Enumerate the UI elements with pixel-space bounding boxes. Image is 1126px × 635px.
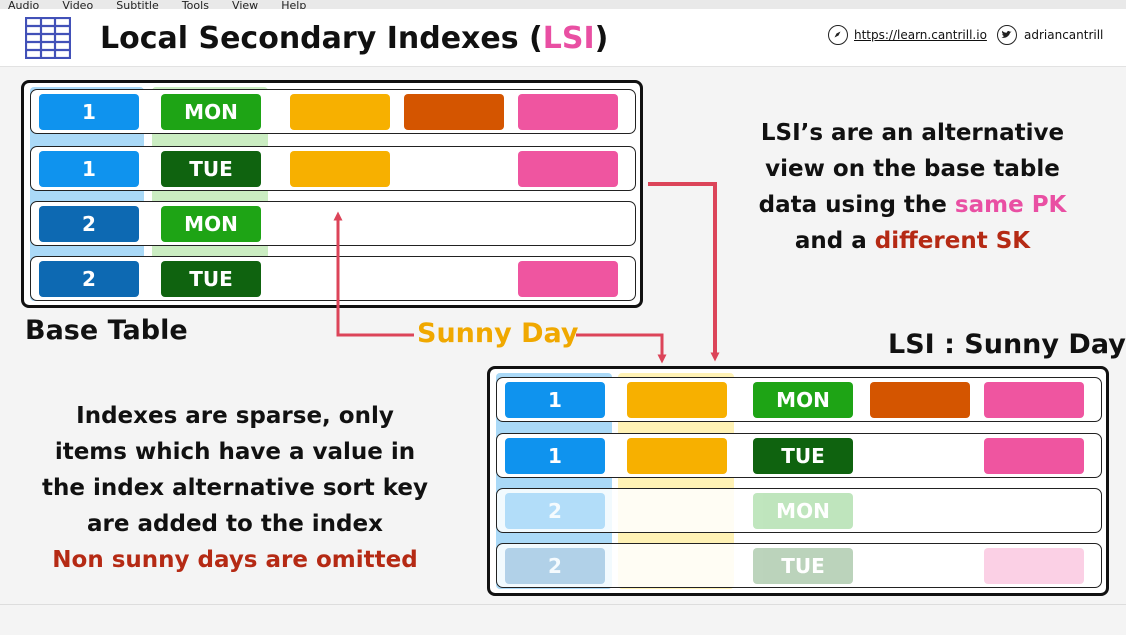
menu-help[interactable]: Help [281, 0, 307, 9]
lsi-table-label: LSI : Sunny Day [888, 329, 1126, 360]
sk-cell: MON [753, 382, 853, 418]
twitter-handle[interactable]: adriancantrill [1024, 28, 1104, 42]
lsi-sk-cell [627, 438, 727, 474]
page-title: Local Secondary Indexes (LSI) [100, 21, 609, 56]
sk-cell: TUE [753, 548, 853, 584]
connector-arrows [333, 182, 720, 364]
compass-icon [828, 25, 848, 45]
attr-cell-pink [518, 151, 618, 187]
slide-header: Local Secondary Indexes (LSI) https://le… [0, 9, 1126, 67]
menu-tools[interactable]: Tools [181, 0, 209, 9]
pk-cell: 2 [39, 206, 139, 242]
table-icon [25, 17, 71, 59]
menu-bar: Audio Video Subtitle Tools View Help [0, 0, 1126, 9]
table-row: 1 TUE [30, 146, 636, 191]
sk-cell: MON [753, 493, 853, 529]
table-row: 1 MON [30, 89, 636, 134]
pk-cell: 1 [505, 382, 605, 418]
pk-cell: 2 [39, 261, 139, 297]
attr-cell-rust [404, 94, 504, 130]
attr-cell-pink [984, 438, 1084, 474]
attr-cell-orange [290, 94, 390, 130]
table-row: 2 MON [30, 201, 636, 246]
menu-video[interactable]: Video [62, 0, 94, 9]
website-link[interactable]: https://learn.cantrill.io [854, 28, 987, 42]
arrow-to-lsi-attr [576, 333, 667, 364]
attr-cell-pink [518, 94, 618, 130]
sunny-day-label: Sunny Day [417, 318, 579, 349]
base-table-label: Base Table [25, 315, 188, 346]
pk-cell: 1 [39, 151, 139, 187]
attr-cell-pink [984, 548, 1084, 584]
table-row: 1 MON [496, 377, 1102, 422]
pk-cell: 1 [39, 94, 139, 130]
attr-cell-pink [984, 382, 1084, 418]
pk-cell: 2 [505, 493, 605, 529]
arrow-to-base-attr [333, 211, 414, 337]
menu-audio[interactable]: Audio [8, 0, 40, 9]
arrow-to-lsi [648, 182, 720, 362]
table-row: 1 TUE [496, 433, 1102, 478]
sparse-explanation: Indexes are sparse, only items which hav… [42, 403, 428, 573]
attr-cell-pink [518, 261, 618, 297]
sk-cell: TUE [753, 438, 853, 474]
pk-cell: 2 [505, 548, 605, 584]
sk-cell: TUE [161, 151, 261, 187]
lsi-sk-cell [627, 382, 727, 418]
table-row: 2 TUE [30, 256, 636, 301]
lsi-table: 1 MON 1 TUE 2 MON 2 TUE [487, 366, 1109, 596]
sk-cell: TUE [161, 261, 261, 297]
sk-cell: MON [161, 94, 261, 130]
player-bottom-bar [0, 604, 1126, 635]
lsi-explanation: LSI’s are an alternative view on the bas… [758, 120, 1067, 254]
attr-cell-rust [870, 382, 970, 418]
base-table: 1 MON 1 TUE 2 MON 2 TUE [21, 80, 643, 308]
menu-subtitle[interactable]: Subtitle [116, 0, 159, 9]
attr-cell-orange [290, 151, 390, 187]
pk-cell: 1 [505, 438, 605, 474]
sk-cell: MON [161, 206, 261, 242]
twitter-icon [997, 25, 1017, 45]
slide: Local Secondary Indexes (LSI) https://le… [0, 9, 1126, 604]
title-highlight: LSI [542, 21, 595, 56]
table-row-omitted: 2 MON [496, 488, 1102, 533]
menu-view[interactable]: View [232, 0, 259, 9]
table-row-omitted: 2 TUE [496, 543, 1102, 588]
